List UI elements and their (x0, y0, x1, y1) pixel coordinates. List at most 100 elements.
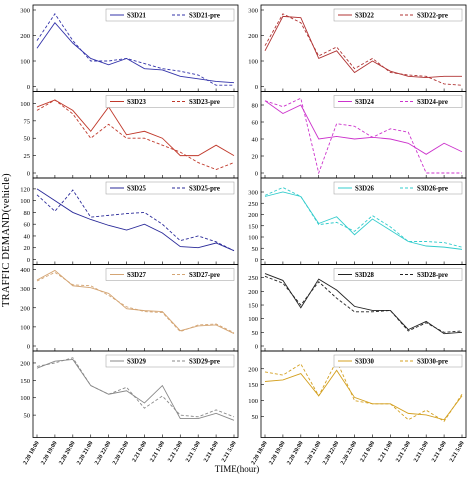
x-tick-label: 2.21 1:00 (149, 441, 166, 464)
y-tick-label: 0 (255, 171, 258, 178)
x-tick-label: 2.21 4:00 (203, 441, 220, 464)
y-tick-label: 75 (24, 118, 31, 125)
y-tick-label: 0 (27, 84, 30, 91)
y-tick-label: 150 (248, 382, 258, 389)
legend: S3D30 S3D30-pre (333, 354, 463, 368)
legend-label: S3D24-pre (417, 99, 448, 106)
y-tick-label: 50 (252, 330, 259, 337)
series-line-S3D26 (264, 191, 463, 250)
series-line-S3D26-pre (264, 187, 463, 248)
y-tick-label: 0 (255, 257, 258, 264)
y-tick-label: 250 (248, 275, 258, 282)
y-tick-label: 80 (252, 103, 259, 110)
subplot-S3D30: 50 100 150 200 2.20 18:00 2.20 19:00 2.20 20:0… (248, 350, 467, 467)
subplot-frame (32, 350, 239, 438)
series-line-S3D28-pre (264, 275, 463, 333)
y-tick-label: 200 (248, 366, 258, 373)
x-tick-label: 2.20 19:00 (40, 441, 58, 467)
subplot-S3D25: 0 20 40 60 80 100 120 S3D25 S3D25-pre (20, 177, 239, 265)
y-tick-label: 40 (24, 233, 31, 240)
y-tick-label: 300 (20, 286, 30, 293)
series-line-S3D29 (36, 359, 235, 421)
y-tick-label: 20 (252, 154, 259, 161)
y-tick-label: 0 (255, 84, 258, 91)
x-tick-label: 2.21 0:00 (131, 441, 148, 464)
series-line-S3D30-pre (264, 359, 463, 422)
y-tick-label: 300 (248, 8, 258, 15)
x-tick-label: 2.21 2:00 (167, 441, 184, 464)
series-line-S3D28 (264, 273, 463, 335)
x-tick-label: 2.21 3:00 (185, 441, 202, 464)
x-tick-label: 2.20 20:00 (58, 441, 76, 467)
legend-label: S3D22-pre (417, 13, 448, 20)
subplot-S3D24: 0 20 40 60 80 S3D24 S3D24-pre (252, 91, 467, 179)
y-tick-label: 300 (248, 190, 258, 197)
series-line-S3D22 (264, 15, 462, 79)
x-tick-label: 2.21 5:00 (449, 441, 466, 464)
legend-box (333, 181, 463, 195)
y-tick-label: 25 (24, 153, 31, 160)
series-line-S3D25 (36, 188, 235, 252)
series-line-S3D27-pre (36, 271, 235, 334)
y-tick-label: 100 (248, 316, 258, 323)
y-tick-label: 100 (248, 398, 258, 405)
subplot-S3D27: 0 100 200 300 400 S3D27 S3D27-pre (20, 264, 239, 352)
legend-label: S3D28-pre (417, 272, 448, 279)
legend-label: S3D30-pre (417, 359, 448, 366)
x-axis-label: TIME(hour) (214, 464, 260, 474)
series-line-S3D21 (36, 22, 235, 84)
legend: S3D22 S3D22-pre (333, 8, 463, 22)
x-tick-label: 2.20 19:00 (268, 441, 286, 467)
legend-box (105, 8, 235, 22)
subplot-S3D29: 50 100 150 200 2.20 18:00 2.20 19:00 2.20 20:0… (20, 350, 239, 467)
x-tick-label: 2.21 0:00 (359, 441, 376, 464)
y-tick-label: 0 (27, 257, 30, 264)
x-tick-label: 2.20 22:00 (94, 441, 112, 467)
y-tick-label: 400 (20, 267, 30, 274)
x-tick-label: 2.21 4:00 (431, 441, 448, 464)
legend: S3D27 S3D27-pre (105, 268, 235, 281)
y-tick-label: 100 (20, 101, 30, 108)
y-tick-label: 250 (248, 201, 258, 208)
x-tick-label: 2.20 18:00 (23, 441, 41, 467)
subplot-S3D22: 0 100 200 300 S3D22 S3D22-pre (248, 4, 467, 92)
legend-label: S3D22 (355, 13, 374, 20)
series-line-S3D24 (264, 100, 463, 155)
legend-box (333, 95, 463, 108)
x-tick-label: 2.21 1:00 (377, 441, 394, 464)
y-tick-label: 150 (248, 303, 258, 310)
y-tick-label: 0 (27, 344, 30, 351)
x-tick-label: 2.21 2:00 (395, 441, 412, 464)
y-tick-label: 50 (252, 414, 259, 421)
legend: S3D28 S3D28-pre (333, 268, 463, 281)
legend-box (333, 8, 463, 22)
legend: S3D29 S3D29-pre (105, 354, 235, 368)
series-line-S3D27 (36, 269, 235, 334)
y-tick-label: 0 (27, 171, 30, 178)
legend-label: S3D25 (127, 186, 146, 193)
y-tick-label: 200 (248, 33, 258, 40)
legend-label: S3D28 (355, 272, 374, 279)
legend-box (105, 354, 235, 368)
x-tick-label: 2.21 5:00 (221, 441, 238, 464)
x-tick-label: 2.20 20:00 (286, 441, 304, 467)
x-tick-label: 2.20 22:00 (322, 441, 340, 467)
legend-box (105, 181, 235, 195)
y-tick-label: 200 (20, 305, 30, 312)
y-tick-label: 300 (20, 8, 30, 15)
legend-label: S3D30 (355, 359, 374, 366)
series-line-S3D30 (264, 369, 463, 421)
series-line-S3D23 (36, 99, 235, 157)
y-tick-label: 150 (248, 223, 258, 230)
y-tick-label: 100 (20, 198, 30, 205)
legend-label: S3D21-pre (189, 13, 220, 20)
y-tick-label: 100 (248, 235, 258, 242)
legend-label: S3D27-pre (189, 272, 220, 279)
y-tick-label: 100 (20, 395, 30, 402)
y-tick-label: 200 (20, 360, 30, 367)
series-line-S3D25-pre (36, 189, 235, 252)
x-tick-label: 2.21 3:00 (413, 441, 430, 464)
legend-label: S3D29-pre (189, 359, 220, 366)
y-tick-label: 60 (24, 222, 31, 229)
